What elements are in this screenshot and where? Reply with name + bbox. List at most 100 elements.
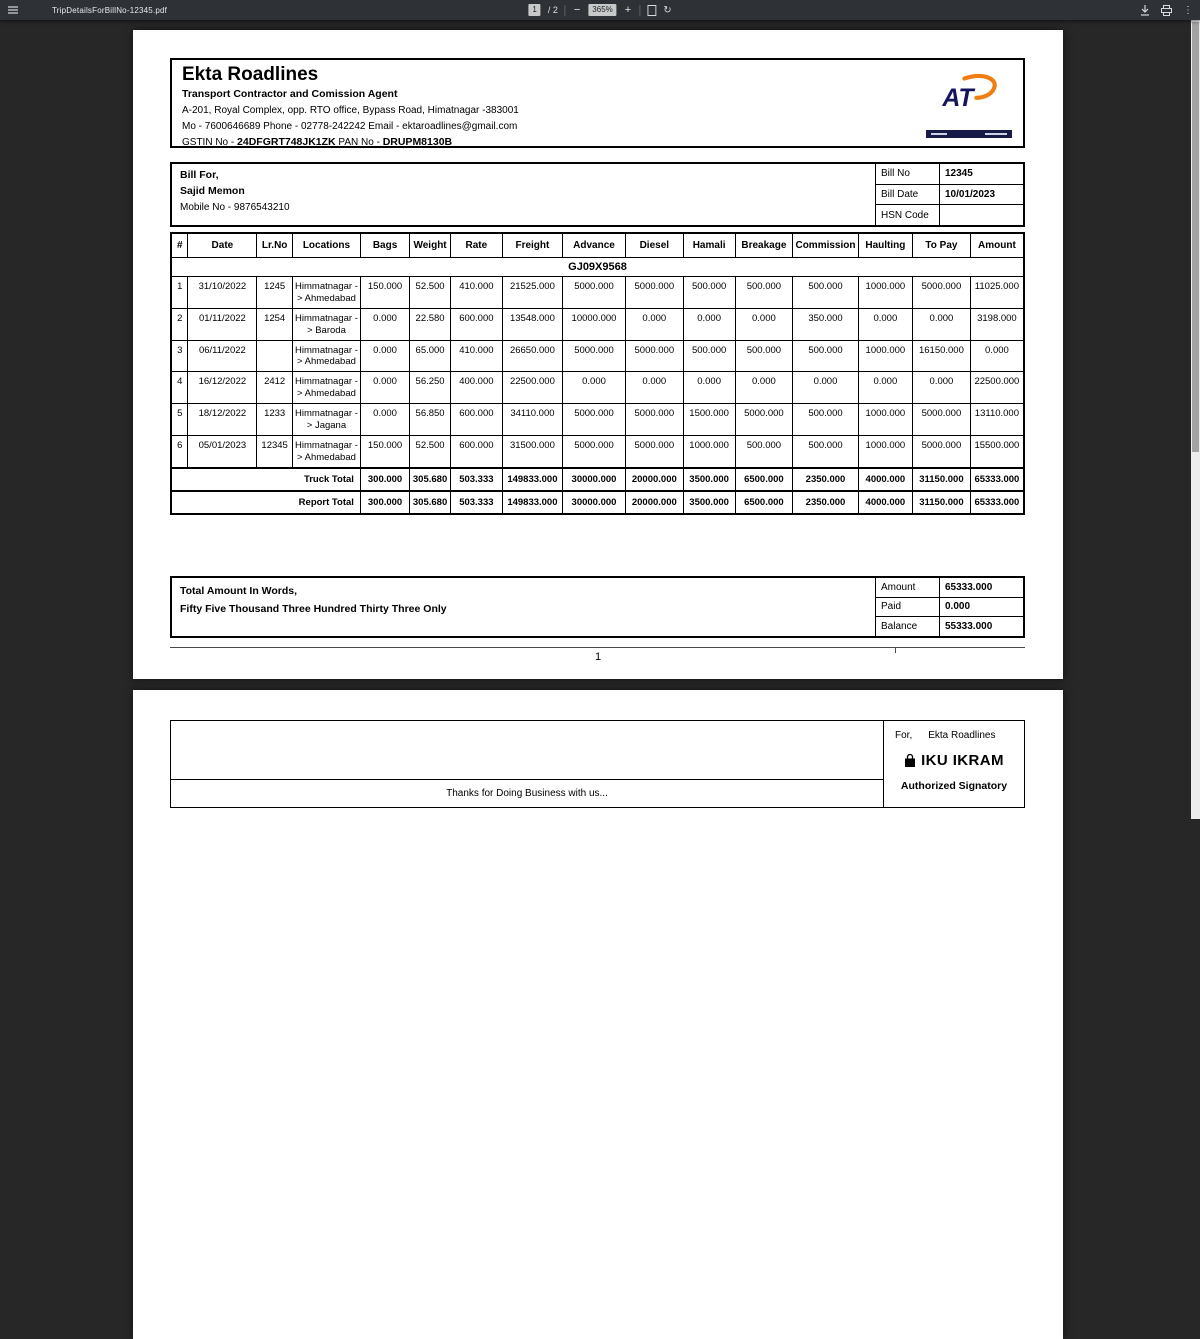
bill-date-value: 10/01/2023 [939, 183, 1023, 206]
cell [256, 339, 293, 373]
cell: 5000.000 [734, 403, 794, 436]
bill-for-box: Bill For, Sajid Memon Mobile No - 987654… [170, 162, 1025, 227]
cell: 6500.000 [734, 466, 794, 491]
scrollbar[interactable] [1191, 20, 1200, 819]
cell: 52.500 [409, 434, 451, 469]
cell: 4 [170, 371, 189, 404]
cell: 0.000 [682, 307, 736, 341]
cell: 500.000 [792, 403, 859, 436]
cell: 0.000 [624, 371, 684, 404]
company-tax-ids: GSTIN No - 24DFGRT748JK1ZK PAN No - DRUP… [182, 136, 453, 148]
cell: 0.000 [562, 371, 626, 404]
cell: 305.680 [409, 489, 451, 514]
signatory-cell: For, Ekta Roadlines IKU IKRAM Authorized… [884, 721, 1024, 807]
footer-rule [170, 647, 1025, 653]
cell: 56.850 [409, 403, 451, 436]
cell: 6 [170, 434, 189, 469]
cell: 500.000 [734, 339, 794, 373]
download-icon[interactable] [1140, 4, 1150, 16]
cell: 0.000 [857, 307, 914, 341]
cell: 149833.000 [501, 489, 564, 514]
col-header: Date [187, 232, 258, 258]
cell: 0.000 [359, 371, 411, 404]
print-icon[interactable] [1161, 4, 1172, 16]
cell: 13110.000 [969, 403, 1025, 436]
trip-details-table: # Date Lr.No Locations Bags Weight Rate … [170, 232, 1025, 515]
cell: 31150.000 [912, 466, 971, 491]
cell: 56.250 [409, 371, 451, 404]
cell: 1000.000 [682, 434, 736, 469]
rotate-icon[interactable]: ↻ [663, 4, 672, 16]
fit-page-icon[interactable] [647, 4, 657, 16]
balance-value: 55333.000 [939, 616, 1023, 636]
cell: 5000.000 [624, 403, 684, 436]
cell: 1000.000 [857, 276, 914, 309]
bill-for-title: Bill For, [180, 169, 219, 181]
zoom-in-button[interactable]: + [624, 4, 632, 16]
hsn-code-value [939, 204, 1023, 225]
col-header: Amount [969, 232, 1025, 258]
cell: 0.000 [912, 307, 971, 341]
cell: 1500.000 [682, 403, 736, 436]
cell: 3198.000 [969, 307, 1025, 341]
customer-name: Sajid Memon [180, 184, 245, 197]
cell: 150.000 [359, 434, 411, 469]
cell: 65333.000 [969, 489, 1025, 514]
col-header: Lr.No [256, 232, 293, 258]
col-header: Breakage [734, 232, 794, 258]
company-tagline: Transport Contractor and Comission Agent [182, 88, 398, 100]
col-header: Hamali [682, 232, 736, 258]
scrollbar-thumb[interactable] [1192, 22, 1199, 452]
cell: 5000.000 [912, 403, 971, 436]
toolbar-divider [564, 4, 566, 16]
cell: Himmatnagar -> Jagana [291, 403, 361, 436]
cell: Himmatnagar -> Ahmedabad [291, 371, 361, 404]
zoom-level-input[interactable]: 365% [588, 4, 617, 16]
cell: Himmatnagar -> Ahmedabad [291, 339, 361, 373]
page-number-input[interactable]: 1 [528, 4, 541, 16]
cell: 500.000 [682, 339, 736, 373]
col-header: Weight [409, 232, 451, 258]
more-options-icon[interactable]: ⋮ [1183, 4, 1193, 16]
zoom-out-button[interactable]: − [573, 4, 581, 16]
truck-number: GJ09X9568 [170, 257, 1025, 277]
truck-number-row: GJ09X9568 [170, 257, 1025, 277]
company-address: A-201, Royal Complex, opp. RTO office, B… [182, 105, 519, 116]
company-contact: Mo - 7600646689 Phone - 02778-242242 Ema… [182, 120, 518, 132]
amount-summary-table: Amount 65333.000 Paid 0.000 Balance 55333.0… [875, 578, 1023, 636]
col-header: Commission [792, 232, 859, 258]
cell: 5000.000 [624, 339, 684, 373]
cell: 410.000 [449, 276, 503, 309]
company-header-box: Ekta Roadlines Transport Contractor and … [170, 58, 1025, 148]
document-filename: TripDetailsForBillNo-12345.pdf [52, 5, 168, 15]
cell: 05/01/2023 [187, 434, 258, 469]
pdf-page-2: Thanks for Doing Business with us... For… [133, 690, 1063, 1339]
bill-no-value: 12345 [939, 164, 1023, 185]
cell: 5000.000 [912, 434, 971, 469]
cell: 34110.000 [501, 403, 564, 436]
col-header: Diesel [624, 232, 684, 258]
cell: 65.000 [409, 339, 451, 373]
cell: 31/10/2022 [187, 276, 258, 309]
col-header: Bags [359, 232, 411, 258]
cell: 4000.000 [857, 489, 914, 514]
cell: 2412 [256, 371, 293, 404]
cell: 350.000 [792, 307, 859, 341]
amount-label: Amount [875, 578, 940, 598]
cell: 4000.000 [857, 466, 914, 491]
cell: 3500.000 [682, 489, 736, 514]
cell: 300.000 [359, 466, 411, 491]
menu-icon[interactable] [8, 6, 18, 14]
truck-total-label: Truck Total [170, 466, 361, 491]
cell: 52.500 [409, 276, 451, 309]
cell: 0.000 [857, 371, 914, 404]
cell: 1233 [256, 403, 293, 436]
cell: 500.000 [792, 276, 859, 309]
cell: 0.000 [969, 339, 1025, 373]
bill-meta-table: Bill No 12345 Bill Date 10/01/2023 HSN Cod… [875, 164, 1023, 225]
signature-box: Thanks for Doing Business with us... For… [170, 720, 1025, 808]
table-row: 5 18/12/2022 1233 Himmatnagar -> Jagana 0.00… [170, 403, 1025, 436]
cell: 305.680 [409, 466, 451, 491]
col-header: Freight [501, 232, 564, 258]
report-total-label: Report Total [170, 489, 361, 514]
